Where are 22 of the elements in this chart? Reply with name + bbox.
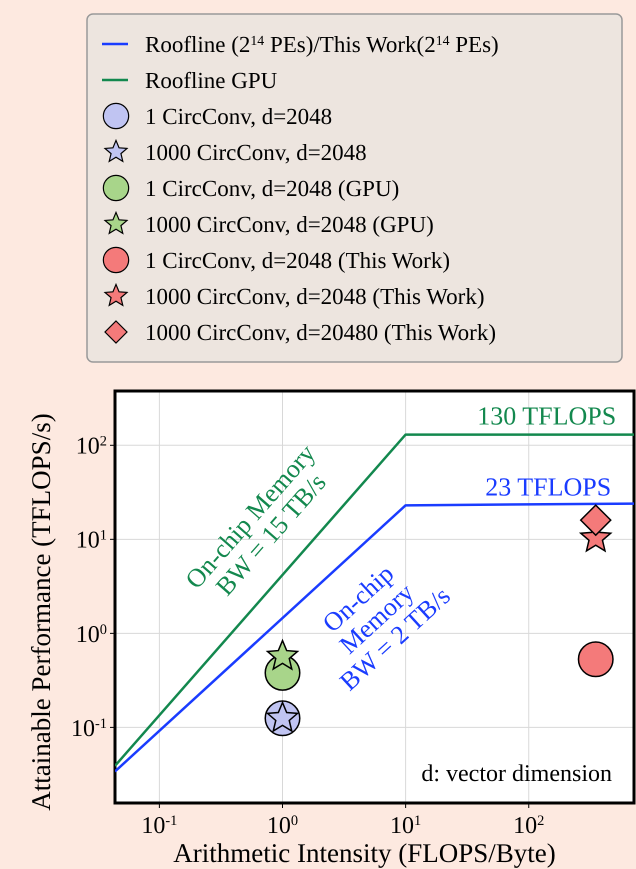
legend-label: 1000 CircConv, d=2048 (GPU) [145, 212, 434, 237]
legend-label: 1 CircConv, d=2048 [145, 104, 332, 129]
legend-label: Roofline (2$^{14}$ PEs)/This Work(2$^{14}$ PEs) [145, 32, 499, 57]
legend-label: 1000 CircConv, d=20480 (This Work) [145, 320, 496, 345]
legend-label: 1000 CircConv, d=2048 (This Work) [145, 284, 484, 309]
annotation: 23 TFLOPS [485, 472, 612, 502]
y-tick-label: 10$^{2}$ [76, 434, 107, 460]
y-tick-label: 10$^{1}$ [76, 528, 107, 554]
x-axis-title: Arithmetic Intensity (FLOPS/Byte) [173, 838, 556, 868]
legend-label: 1 CircConv, d=2048 (This Work) [145, 248, 450, 273]
x-tick-label: 10$^{1}$ [390, 813, 422, 839]
x-tick-label: 10$^{-1}$ [141, 813, 178, 839]
legend-label: Roofline GPU [145, 68, 278, 93]
y-tick-label: 10$^{0}$ [76, 622, 107, 648]
legend-label: 1 CircConv, d=2048 (GPU) [145, 176, 400, 201]
legend-label: 1000 CircConv, d=2048 [145, 140, 367, 165]
x-tick-label: 10$^{2}$ [513, 813, 544, 839]
annotation: d: vector dimension [421, 761, 612, 787]
y-tick-label: 10$^{-1}$ [71, 716, 107, 742]
y-axis-title: Attainable Performance (TFLOPS/s) [26, 413, 56, 811]
x-tick-label: 10$^{0}$ [266, 813, 298, 839]
annotation: 130 TFLOPS [477, 402, 616, 431]
